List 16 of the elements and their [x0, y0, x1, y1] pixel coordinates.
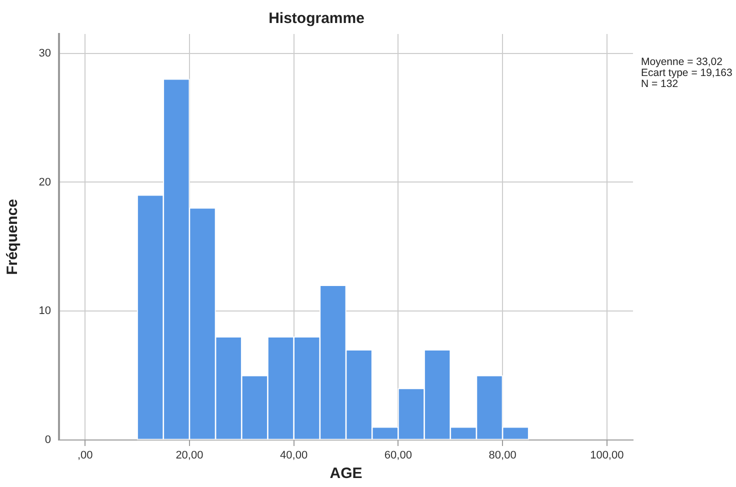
text: N = 132 — [641, 78, 678, 90]
x-axis-title: AGE — [330, 465, 362, 482]
y-tick-label: 10 — [38, 305, 51, 318]
text: Ecart type = 19,163 — [641, 67, 732, 79]
x-tick-label: 80,00 — [488, 450, 516, 462]
x-tick-label: 60,00 — [384, 450, 412, 462]
chart-title: Histogramme — [268, 10, 364, 28]
x-tick-label: ,00 — [77, 450, 93, 462]
y-tick-label: 20 — [38, 176, 51, 188]
x-tick-label: 100,00 — [590, 450, 624, 462]
y-axis-title: Fréquence — [4, 199, 22, 275]
y-tick-label: 30 — [38, 47, 51, 60]
x-tick-label: 20,00 — [176, 450, 204, 462]
y-tick-label: 0 — [44, 434, 51, 446]
x-tick-label: 40,00 — [280, 450, 308, 462]
text: Moyenne = 33,02 — [641, 56, 724, 68]
